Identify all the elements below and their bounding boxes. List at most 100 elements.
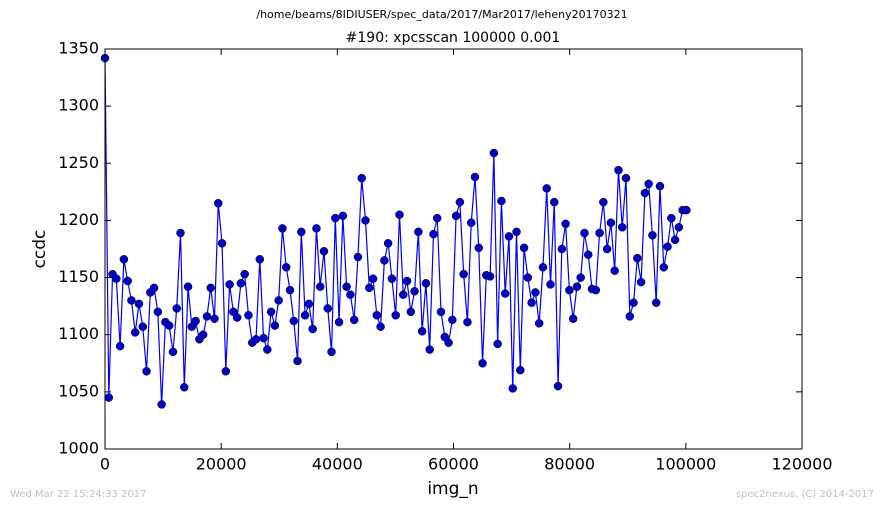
data-point (202, 312, 212, 321)
data-point (534, 319, 544, 328)
data-point (531, 288, 540, 297)
data-point (357, 173, 366, 183)
data-point (508, 384, 517, 393)
data-point (183, 282, 193, 291)
y-tick-label: 1250 (58, 153, 99, 172)
chart-title: #190: xpcsscan 100000 0.001 (346, 30, 561, 46)
data-point (395, 210, 404, 219)
data-point (127, 296, 136, 305)
data-point (489, 148, 499, 158)
data-point (349, 315, 359, 325)
data-point (595, 228, 604, 238)
data-point (667, 213, 676, 223)
data-point (463, 317, 472, 327)
data-point (368, 274, 378, 283)
y-axis-label: ccdc (30, 230, 50, 269)
data-point (546, 280, 555, 289)
data-point (191, 316, 200, 326)
data-point (429, 229, 438, 239)
x-tick-label: 120000 (771, 455, 832, 474)
x-tick-label: 40000 (312, 455, 363, 474)
data-point (293, 356, 302, 366)
data-point (281, 263, 291, 272)
data-point (523, 273, 533, 282)
data-point (561, 219, 570, 229)
data-point (198, 330, 208, 339)
data-point (478, 359, 487, 368)
data-point (214, 199, 223, 208)
data-point (591, 285, 601, 295)
y-tick-label: 1300 (58, 96, 99, 115)
data-point (399, 290, 408, 299)
data-point (610, 266, 619, 275)
data-point (365, 283, 374, 293)
data-point (342, 282, 351, 291)
y-tick-label: 1350 (58, 39, 99, 58)
data-point (153, 307, 163, 317)
data-point (112, 274, 121, 283)
data-point (263, 345, 272, 354)
data-point (346, 290, 355, 299)
data-point (387, 274, 397, 283)
data-point (565, 285, 574, 295)
data-point (474, 243, 484, 253)
footer-left: Wed Mar 22 15:24:33 2017 (10, 489, 146, 500)
data-point (584, 250, 593, 259)
data-point (164, 321, 174, 330)
data-point (217, 239, 227, 248)
data-point (168, 347, 178, 357)
data-point (338, 211, 348, 221)
y-tick-label: 1150 (58, 267, 99, 286)
data-point (266, 307, 276, 317)
data-point (512, 227, 521, 237)
data-point (633, 253, 642, 263)
data-point (602, 244, 612, 254)
data-point (376, 322, 385, 331)
data-point (361, 216, 370, 225)
data-point (402, 276, 412, 286)
data-point (206, 283, 215, 293)
data-point (232, 313, 242, 322)
y-tick-label: 1050 (58, 381, 99, 400)
data-point (485, 272, 495, 281)
data-point (157, 400, 166, 409)
data-point (497, 196, 506, 206)
data-point (599, 197, 608, 207)
data-point (278, 224, 287, 233)
data-point (674, 223, 684, 232)
data-point (172, 304, 181, 313)
data-point (659, 263, 669, 272)
data-point (180, 383, 189, 392)
data-point (210, 314, 219, 323)
data-point (663, 242, 672, 251)
data-point (372, 311, 382, 320)
data-point (651, 298, 661, 307)
data-point (244, 311, 253, 320)
y-tick-label: 1100 (58, 324, 99, 343)
data-point (493, 339, 502, 349)
data-point (682, 205, 691, 215)
data-point (553, 381, 563, 391)
data-point (417, 327, 427, 336)
data-point (334, 317, 344, 327)
data-point (436, 307, 446, 317)
header: /home/beams/8IDIUSER/spec_data/2017/Mar2… (256, 8, 627, 21)
data-point (323, 304, 332, 313)
x-tick-label: 20000 (196, 455, 247, 474)
data-point (621, 173, 631, 183)
data-point (391, 311, 400, 320)
data-point (640, 188, 650, 198)
data-point (138, 322, 148, 331)
x-axis-label: img_n (427, 479, 478, 499)
data-point (327, 347, 336, 357)
data-point (259, 333, 268, 343)
data-point (542, 184, 551, 193)
y-tick-label: 1200 (58, 210, 99, 229)
data-point (176, 228, 185, 238)
data-point (527, 298, 536, 307)
data-point (297, 227, 306, 237)
data-point (625, 312, 635, 321)
data-point (568, 314, 578, 323)
data-point (319, 247, 329, 256)
